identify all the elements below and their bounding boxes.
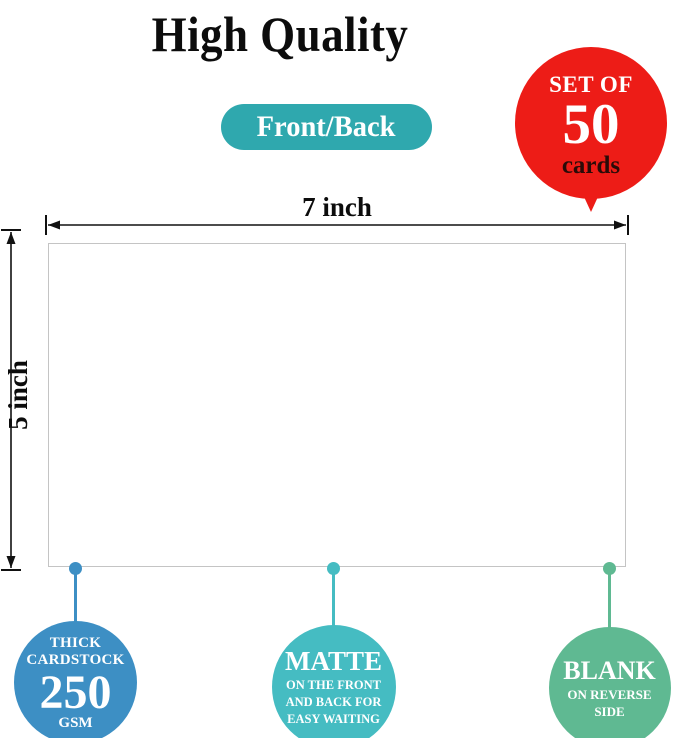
page-title: High Quality — [151, 6, 409, 62]
callout-blank-title: BLANK — [563, 656, 656, 685]
callout-matte-circle: MATTE ON THE FRONT AND BACK FOR EASY WAI… — [271, 625, 396, 738]
callout-thick-value: 250 — [39, 665, 112, 719]
callout-thick-cardstock-circle: THICK CARDSTOCK 250 GSM — [14, 621, 137, 738]
set-badge-unit: cards — [561, 152, 621, 179]
callout-connector-line — [332, 568, 335, 628]
set-badge-prefix: SET OF — [549, 72, 633, 97]
callout-thick-cardstock: THICK CARDSTOCK 250 GSM — [14, 562, 137, 738]
callout-thick-unit: GSM — [58, 714, 93, 731]
callout-blank: BLANK ON REVERSE SIDE — [548, 562, 671, 738]
callout-matte-sub-line1: ON THE FRONT — [286, 678, 381, 692]
callout-blank-sub-line1: ON REVERSE — [567, 687, 652, 702]
front-back-badge-label: Front/Back — [257, 110, 396, 143]
callout-matte-sub-line2: AND BACK FOR — [285, 695, 382, 709]
height-dimension-arrow-icon — [1, 229, 21, 571]
set-badge-circle — [515, 47, 667, 199]
set-of-50-badge: SET OF 50 cards — [515, 47, 667, 212]
callout-matte-title: MATTE — [284, 646, 382, 676]
width-dimension-arrow-icon — [45, 215, 629, 235]
callout-connector-line — [74, 568, 77, 624]
callout-thick-title-line1: THICK — [49, 634, 102, 651]
set-badge-pointer-icon — [574, 175, 608, 212]
callout-matte-sub-line3: EASY WAITING — [287, 712, 380, 726]
callout-blank-circle: BLANK ON REVERSE SIDE — [548, 627, 671, 738]
callout-anchor-dot-icon — [69, 562, 82, 575]
callout-anchor-dot-icon — [327, 562, 340, 575]
callout-connector-line — [608, 568, 611, 630]
width-dimension-label: 7 inch — [302, 192, 372, 222]
set-badge-quantity: 50 — [562, 93, 620, 156]
set-badge-content: SET OF 50 cards — [515, 47, 667, 199]
callout-thick-title-line2: CARDSTOCK — [26, 651, 125, 668]
callout-matte: MATTE ON THE FRONT AND BACK FOR EASY WAI… — [271, 562, 396, 738]
callout-anchor-dot-icon — [603, 562, 616, 575]
front-back-badge: Front/Back — [221, 104, 432, 150]
card-preview-rectangle — [48, 243, 626, 567]
callout-blank-sub-line2: SIDE — [594, 704, 625, 719]
